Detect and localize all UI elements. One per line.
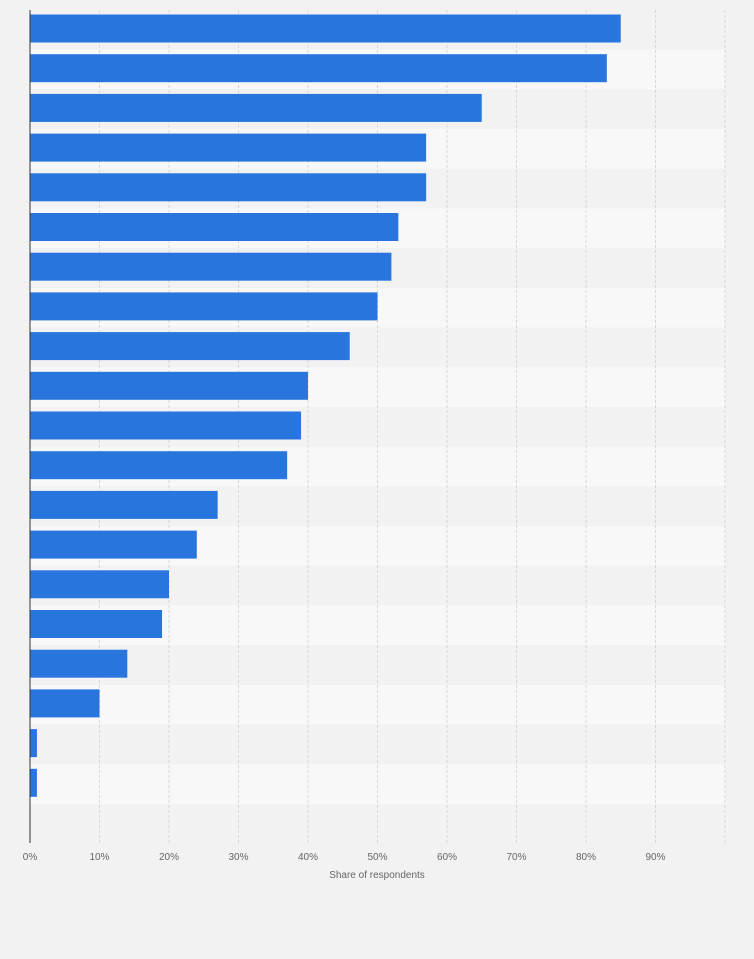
x-tick-label: 10% [89, 852, 109, 863]
x-axis-title: Share of respondents [329, 870, 425, 881]
bar [30, 729, 37, 758]
bar [30, 689, 100, 718]
bar [30, 451, 288, 480]
bar [30, 649, 128, 678]
bar [30, 768, 37, 797]
bar [30, 570, 169, 599]
x-tick-label: 50% [367, 852, 387, 863]
bar [30, 213, 399, 241]
bar [30, 133, 427, 162]
bar [30, 252, 392, 281]
bar [30, 371, 308, 400]
bar [30, 292, 378, 321]
x-tick-label: 30% [228, 852, 248, 863]
bar [30, 530, 197, 559]
bar [30, 173, 427, 202]
bar [30, 54, 607, 83]
bar [30, 490, 218, 519]
x-tick-label: 70% [506, 852, 526, 863]
bars [30, 14, 621, 797]
x-tick-label: 40% [298, 852, 318, 863]
x-tick-label: 90% [645, 852, 665, 863]
x-tick-label: 60% [437, 852, 457, 863]
x-tick-label: 80% [576, 852, 596, 863]
x-tick-labels: 0% 10% 20% 30% 40% 50% 60% 70% 80% 90% [23, 852, 666, 863]
bar [30, 14, 621, 43]
bar [30, 411, 302, 440]
bar [30, 332, 350, 361]
bar [30, 93, 482, 122]
bar [30, 610, 163, 638]
x-tick-label: 20% [159, 852, 179, 863]
x-tick-label: 0% [23, 852, 38, 863]
